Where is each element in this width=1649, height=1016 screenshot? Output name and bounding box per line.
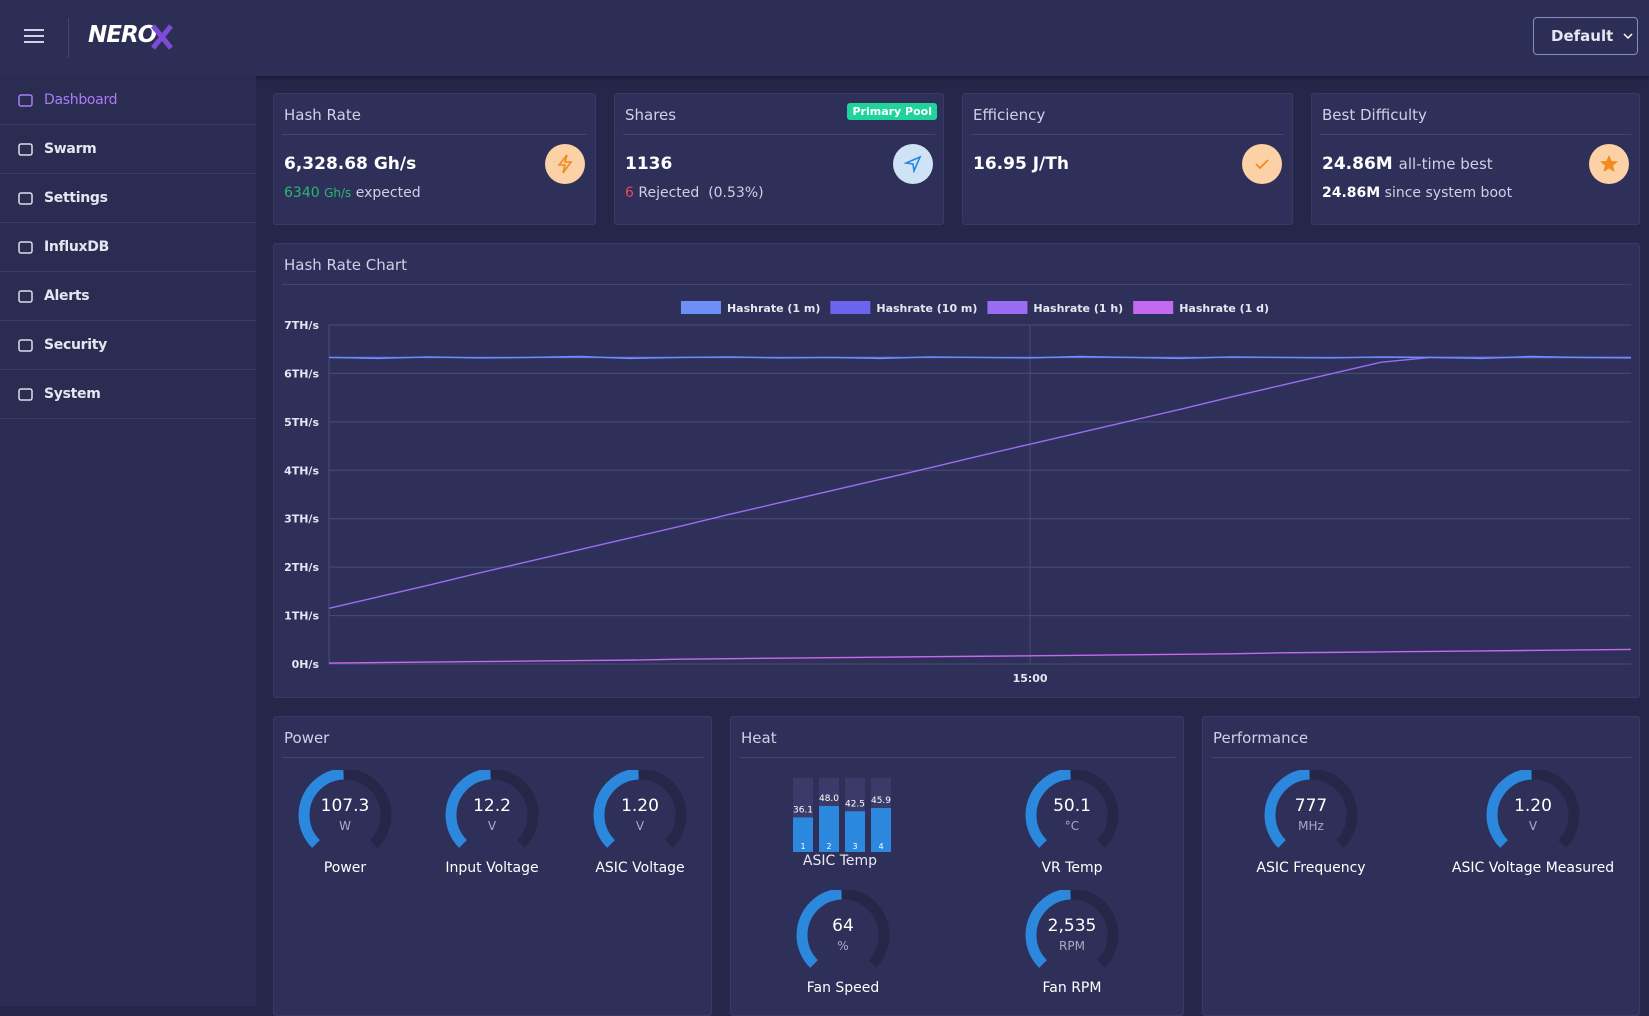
efficiency-value: 16.95 <box>973 154 1027 174</box>
hash-rate-value: 6,328.68 <box>284 154 368 174</box>
gauge-label: ASIC Voltage <box>595 860 685 876</box>
temp-bar <box>819 806 839 852</box>
nav-item[interactable]: Security <box>0 321 256 370</box>
nav-item[interactable]: InfluxDB <box>0 223 256 272</box>
gauge-unit: RPM <box>1059 939 1085 953</box>
card-title: Power <box>284 729 330 747</box>
card-title: Efficiency <box>973 106 1046 124</box>
hash-rate-card: Hash Rate 6,328.68 Gh/s 6340 Gh/s expect… <box>273 93 596 225</box>
power-card: Power <box>273 716 712 1016</box>
chart-title: Hash Rate Chart <box>284 256 407 274</box>
temp-label: 45.9 <box>871 796 891 806</box>
since-boot-value: 24.86M <box>1322 185 1381 201</box>
nav-item[interactable]: Dashboard <box>0 76 256 125</box>
efficiency-card: Efficiency 16.95 J/Th <box>962 93 1293 225</box>
header: NERO Default <box>0 0 1649 76</box>
chip-label: 4 <box>878 842 883 851</box>
nav-label: Swarm <box>44 141 97 157</box>
unit: Gh/s <box>324 186 352 200</box>
temp-bar <box>845 811 865 852</box>
profile-select[interactable]: Default <box>1533 17 1638 55</box>
temp-label: 48.0 <box>819 794 839 804</box>
nav-item[interactable]: System <box>0 370 256 419</box>
label: expected <box>355 185 421 201</box>
sidebar: Dashboard Swarm Settings InfluxDB Alerts Secu… <box>0 76 256 1006</box>
nav-label: Alerts <box>44 288 90 304</box>
gauge-value: 2,535 <box>1047 916 1097 936</box>
gauge-label: Fan RPM <box>1042 980 1102 996</box>
temp-bar <box>793 817 813 852</box>
asic-temp-bars: 36.1 1 48.0 2 42.5 3 45.9 4 <box>793 778 891 852</box>
chart-card: Hash Rate Chart <box>273 243 1640 698</box>
label: since system boot <box>1384 185 1513 201</box>
gauge-unit: V <box>1528 819 1538 833</box>
nav-item[interactable]: Settings <box>0 174 256 223</box>
nav-label: Dashboard <box>44 92 118 108</box>
gauge-unit: V <box>635 819 645 833</box>
gauge-label: ASIC Temp <box>802 853 878 869</box>
logo-mark <box>151 24 173 50</box>
gauge-unit: MHz <box>1298 819 1324 833</box>
chip-label: 3 <box>852 842 857 851</box>
gauge-unit: °C <box>1064 819 1080 833</box>
label: all-time best <box>1398 155 1493 173</box>
best-difficulty-card: Best Difficulty 24.86M all-time best 24.… <box>1311 93 1640 225</box>
card-title: Hash Rate <box>284 106 361 124</box>
label: Rejected <box>638 185 700 201</box>
gauge-label: ASIC Frequency <box>1256 860 1366 876</box>
gauge-value: 1.20 <box>1514 796 1552 816</box>
temp-bar <box>871 808 891 852</box>
unit: J/Th <box>1032 154 1069 174</box>
menu-button[interactable] <box>22 26 46 46</box>
gauge-label: VR Temp <box>1041 860 1103 876</box>
unit: Gh/s <box>373 154 417 174</box>
expected-value: 6340 <box>284 185 320 201</box>
gauge-unit: % <box>837 939 849 953</box>
gauge-label: Fan Speed <box>806 980 880 996</box>
shares-card: Shares Primary Pool 1136 6 Rejected (0.5… <box>614 93 944 225</box>
rejected-count: 6 <box>625 185 634 201</box>
gauge-value: 64 <box>832 916 854 936</box>
gauge-value: 777 <box>1294 796 1328 816</box>
card-title: Shares <box>625 106 677 124</box>
logo: NERO <box>88 22 157 48</box>
badge: Primary Pool <box>847 103 937 120</box>
gauge-unit: V <box>487 819 497 833</box>
nav-label: Security <box>44 337 107 353</box>
nav-item[interactable]: Alerts <box>0 272 256 321</box>
card-title: Best Difficulty <box>1322 106 1427 124</box>
gauge-value: 1.20 <box>621 796 659 816</box>
performance-card: Performance <box>1202 716 1640 1016</box>
temp-label: 42.5 <box>845 799 865 809</box>
gauge-label: Input Voltage <box>445 860 539 876</box>
all-time-value: 24.86M <box>1322 154 1393 174</box>
card-title: Performance <box>1213 729 1309 747</box>
gauge-unit: W <box>339 819 351 833</box>
shares-value: 1136 <box>625 154 673 174</box>
nav-item[interactable]: Swarm <box>0 125 256 174</box>
heat-card: Heat <box>730 716 1184 1016</box>
gauge-label: ASIC Voltage Measured <box>1451 860 1615 876</box>
temp-label: 36.1 <box>793 805 813 815</box>
nav-label: Settings <box>44 190 108 206</box>
nav-label: System <box>44 386 101 402</box>
card-title: Heat <box>741 729 777 747</box>
gauge-value: 107.3 <box>320 796 370 816</box>
nav-label: InfluxDB <box>44 239 109 255</box>
gauge-label: Power <box>323 860 367 876</box>
gauge-value: 50.1 <box>1053 796 1091 816</box>
chip-label: 2 <box>826 842 831 851</box>
rejected-percent: (0.53%) <box>708 185 764 201</box>
profile-label: Default <box>1551 27 1614 45</box>
gauge-value: 12.2 <box>473 796 511 816</box>
chip-label: 1 <box>800 842 805 851</box>
